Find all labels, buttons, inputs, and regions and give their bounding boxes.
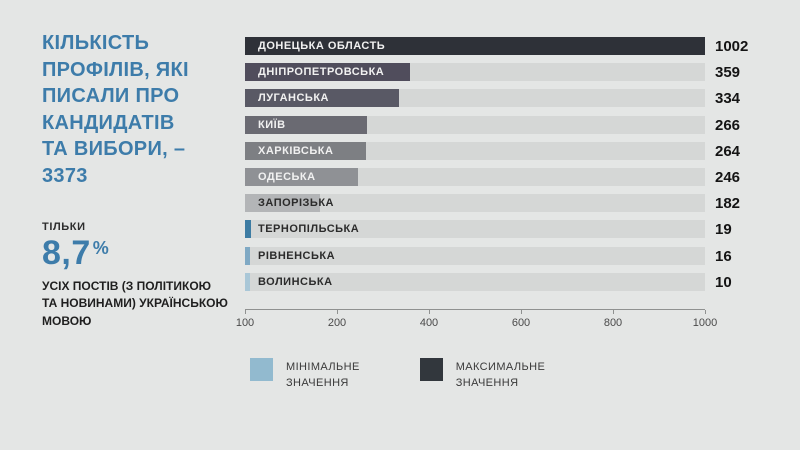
bar-rows: ДОНЕЦЬКА ОБЛАСТЬ 1002 ДНІПРОПЕТРОВСЬКА 359 Л…	[245, 37, 748, 299]
stat-value: 8,7%	[42, 234, 232, 273]
bar	[245, 115, 368, 134]
bar-value: 19	[715, 221, 732, 239]
bar-row: ДНІПРОПЕТРОВСЬКА 359	[245, 63, 740, 82]
bar-label: ХАРКІВСЬКА	[258, 144, 334, 157]
axis-tick-label: 1000	[692, 317, 718, 329]
bar-track	[245, 272, 705, 291]
axis-tick-label: 200	[327, 317, 347, 329]
axis-tick-mark	[705, 310, 706, 314]
legend-label-max: МАКСИМАЛЬНЕ ЗНАЧЕННЯ	[455, 361, 546, 389]
legend-swatch-min	[250, 358, 273, 381]
bar-label: ТЕРНОПІЛЬСЬКА	[258, 223, 360, 236]
axis-tick-mark	[429, 310, 430, 314]
bar-label: КИЇВ	[258, 118, 286, 131]
page-title: КІЛЬКІСТЬ ПРОФІЛІВ, ЯКІ ПИСАЛИ ПРО КАНДИ…	[42, 32, 189, 187]
stat-number: 8,7	[42, 234, 91, 272]
bar-row: ЛУГАНСЬКА 334	[245, 89, 740, 108]
bar	[245, 63, 411, 82]
bar	[245, 194, 321, 213]
stat-description: УСІХ ПОСТІВ (З ПОЛІТИКОЮ ТА НОВИНАМИ) УК…	[42, 279, 228, 328]
bar-chart: ДОНЕЦЬКА ОБЛАСТЬ 1002 ДНІПРОПЕТРОВСЬКА 359 Л…	[236, 0, 748, 450]
bar-value: 264	[715, 142, 741, 160]
bar-label: ВОЛИНСЬКА	[258, 275, 333, 288]
bar-label: ДНІПРОПЕТРОВСЬКА	[258, 66, 385, 79]
bar-value: 266	[715, 116, 741, 134]
bar-row: РІВНЕНСЬКА 16	[245, 246, 732, 265]
axis-tick-label: 100	[235, 317, 255, 329]
percent-sign: %	[92, 238, 110, 258]
axis-tick-label: 800	[603, 317, 623, 329]
bar-value: 334	[715, 90, 741, 108]
bar-value: 246	[715, 168, 741, 186]
bar-row: ХАРКІВСЬКА 264	[245, 141, 740, 160]
bar-label: ЛУГАНСЬКА	[258, 92, 329, 105]
stat-block: ТІЛЬКИ 8,7% УСІХ ПОСТІВ (З ПОЛІТИКОЮ ТА …	[42, 221, 232, 330]
legend-item-min: МІНІМАЛЬНЕ ЗНАЧЕННЯ	[250, 358, 360, 392]
bar-row: ЗАПОРІЗЬКА 182	[245, 194, 740, 213]
axis-tick-label: 400	[419, 317, 439, 329]
bar	[245, 220, 252, 239]
bar-value: 16	[715, 247, 732, 265]
axis-tick-mark	[337, 310, 338, 314]
bar	[245, 167, 359, 186]
bar-value: 182	[715, 195, 741, 213]
bar-track	[245, 246, 705, 265]
axis-tick-label: 600	[511, 317, 531, 329]
bar-value: 1002	[715, 38, 749, 55]
bar-row: ОДЕСЬКА 246	[245, 167, 740, 186]
bar-row: ТЕРНОПІЛЬСЬКА 19	[245, 220, 732, 239]
axis-tick-mark	[613, 310, 614, 314]
bar-label: ДОНЕЦЬКА ОБЛАСТЬ	[258, 40, 386, 52]
stat-kicker: ТІЛЬКИ	[42, 221, 86, 233]
legend: МІНІМАЛЬНЕ ЗНАЧЕННЯ МАКСИМАЛЬНЕ ЗНАЧЕННЯ	[250, 358, 545, 392]
legend-swatch-max	[419, 358, 443, 381]
title-block: КІЛЬКІСТЬ ПРОФІЛІВ, ЯКІ ПИСАЛИ ПРО КАНДИ…	[42, 30, 222, 190]
bar-track	[245, 194, 705, 213]
bar-track	[245, 220, 705, 239]
bar	[245, 37, 705, 55]
bar-label: ЗАПОРІЗЬКА	[258, 197, 335, 210]
x-axis: 100 200 400 600 800 1000	[236, 309, 717, 334]
bar	[245, 141, 367, 160]
bar-value: 10	[715, 273, 732, 291]
axis-tick-mark	[245, 310, 246, 314]
bar	[245, 246, 251, 265]
bar-label: ОДЕСЬКА	[258, 170, 316, 183]
bar-label: РІВНЕНСЬКА	[258, 249, 336, 262]
axis-tick-mark	[521, 310, 522, 314]
bar-row: ВОЛИНСЬКА 10	[245, 272, 732, 291]
bar-track	[245, 167, 705, 186]
bar-row: ДОНЕЦЬКА ОБЛАСТЬ 1002	[245, 37, 748, 55]
bar-row: КИЇВ 266	[245, 115, 740, 134]
legend-label-min: МІНІМАЛЬНЕ ЗНАЧЕННЯ	[286, 361, 360, 389]
bar	[245, 272, 250, 291]
bar	[245, 89, 399, 108]
bar-value: 359	[715, 64, 741, 82]
legend-item-max: МАКСИМАЛЬНЕ ЗНАЧЕННЯ	[419, 358, 546, 392]
